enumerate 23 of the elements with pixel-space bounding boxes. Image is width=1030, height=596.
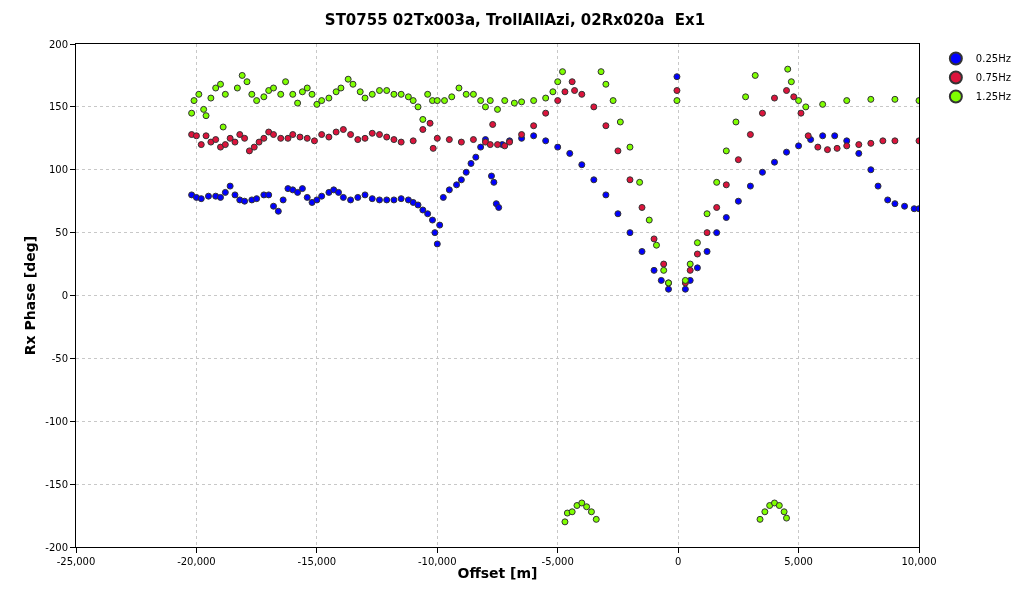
- y-tick-label: 200: [48, 38, 68, 50]
- x-tick-label: -10,000: [417, 556, 457, 567]
- x-tick-label: 5,000: [784, 556, 813, 567]
- y-axis-title: Rx Phase [deg]: [21, 235, 38, 356]
- legend-label: 0.75Hz: [975, 72, 1011, 84]
- y-tick-label: 0: [61, 290, 68, 301]
- x-tick-label: -15,000: [297, 556, 337, 567]
- y-tick-label: 100: [48, 164, 68, 176]
- y-tick-label: -200: [45, 541, 68, 553]
- y-tick-label: -100: [45, 415, 68, 427]
- chart-title: ST0755 02Tx003a, TrollAllAzi, 02Rx020a Ex1: [324, 11, 706, 30]
- x-tick-label: 0: [674, 556, 682, 567]
- x-tick-label: -25,000: [56, 556, 96, 567]
- y-tick-label: -50: [51, 352, 68, 364]
- x-axis-title: Offset [m]: [457, 565, 538, 582]
- y-tick-label: 150: [48, 101, 68, 113]
- legend-label: 0.25Hz: [975, 53, 1011, 65]
- legend-label: 1.25Hz: [975, 91, 1011, 103]
- x-tick-label: -5,000: [541, 556, 574, 567]
- y-tick-label: 50: [55, 227, 68, 239]
- y-tick-label: -150: [45, 478, 68, 490]
- x-tick-label: 10,000: [901, 556, 937, 567]
- x-tick-label: -20,000: [177, 556, 216, 567]
